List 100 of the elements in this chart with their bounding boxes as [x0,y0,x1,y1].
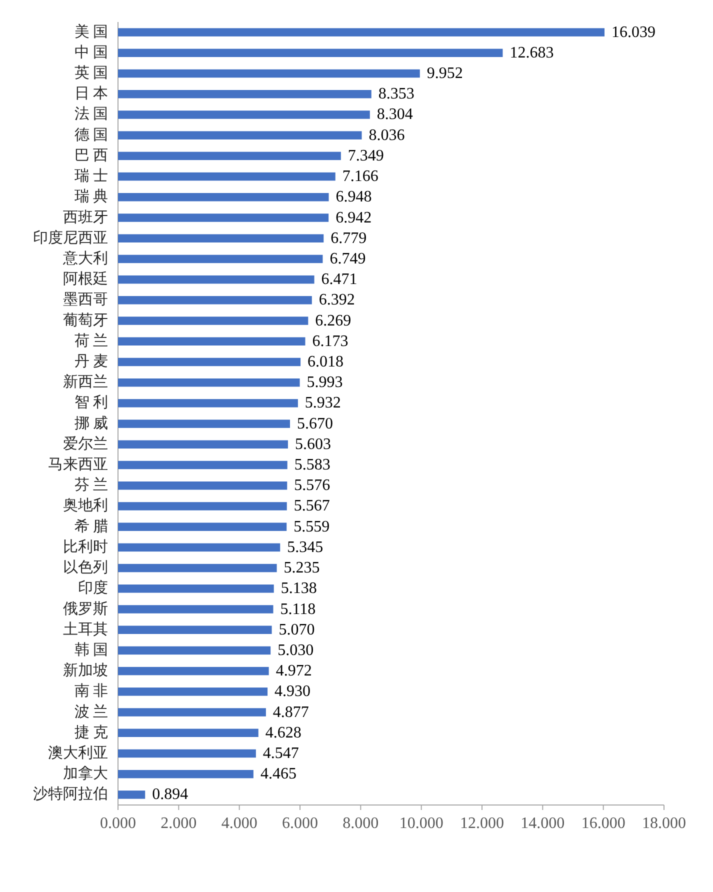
y-tick-label: 南 非 [74,682,108,700]
data-label: 6.779 [330,230,367,247]
data-label: 5.576 [294,477,330,494]
data-label: 5.345 [287,538,324,556]
bar [118,626,272,634]
data-label: 4.930 [274,683,311,700]
data-label: 4.972 [276,662,312,680]
data-label: 7.349 [348,147,384,164]
data-label: 5.118 [280,600,316,618]
bar [118,605,274,614]
bar [118,152,341,160]
data-label: 6.749 [330,250,366,268]
bar [118,193,329,202]
x-tick-label: 0.000 [100,815,136,832]
y-tick-label: 希 腊 [74,518,108,535]
data-label: 7.166 [342,168,378,186]
data-label: 5.235 [284,560,320,577]
y-tick-label: 俄罗斯 [63,600,108,618]
x-tick-label: 10.000 [399,815,444,832]
x-tick-label: 4.000 [221,815,258,832]
bar [118,378,300,387]
y-tick-label: 沙特阿拉伯 [33,786,108,803]
y-tick-label: 智 利 [74,394,108,412]
y-tick-label: 澳大利亚 [48,744,108,762]
y-tick-label: 以色列 [63,559,108,576]
y-tick-label: 韩 国 [74,641,108,658]
y-tick-label: 巴 西 [74,148,108,164]
data-label: 4.465 [260,766,296,783]
bar [118,790,146,799]
bar [118,214,329,222]
y-tick-label: 新西兰 [63,374,108,391]
y-tick-label: 捷 克 [74,724,108,741]
bar [118,275,314,284]
y-tick-label: 波 兰 [74,703,108,720]
bar [118,337,306,346]
bar [118,399,298,408]
data-label: 5.603 [294,436,331,453]
data-label: 4.877 [272,704,309,721]
y-tick-label: 德 国 [74,127,108,144]
bar [118,420,290,428]
bar [118,131,362,140]
bar [118,234,324,242]
bar [118,666,269,676]
y-tick-label: 印度 [78,580,108,597]
bar [118,254,323,264]
y-tick-label: 法 国 [74,106,108,123]
y-tick-label: 爱尔兰 [63,435,108,452]
x-tick-label: 16.000 [581,815,626,832]
y-tick-label: 丹 麦 [74,352,108,370]
x-tick-label: 14.000 [520,815,565,832]
bar [118,584,274,593]
x-tick-label: 6.000 [282,815,318,832]
data-label: 5.030 [278,642,314,659]
data-label: 5.932 [304,394,341,412]
data-label: 4.628 [265,724,302,742]
y-tick-label: 西班牙 [63,208,108,226]
bar [118,90,372,98]
data-label: 5.583 [294,456,330,474]
data-label: 5.670 [296,415,333,432]
y-tick-label: 奥地利 [63,497,108,514]
data-label: 8.304 [376,106,413,124]
data-label: 4.547 [262,744,299,762]
data-label: 5.138 [280,580,317,598]
bar [118,564,277,572]
x-tick-label: 2.000 [160,815,197,832]
data-label: 6.948 [336,188,372,206]
data-label: 5.993 [306,374,343,392]
data-label: 6.269 [315,312,352,330]
bar [118,646,271,655]
y-tick-label: 意大利 [62,250,108,267]
data-label: 6.392 [318,292,355,309]
bar [118,172,336,181]
x-tick-label: 8.000 [342,815,379,832]
data-label: 5.070 [278,621,315,638]
bar [118,688,268,696]
bar [118,481,288,490]
x-tick-label: 12.000 [460,815,504,832]
data-label: 6.173 [312,332,348,350]
bar [118,522,287,531]
y-tick-label: 阿根廷 [63,270,108,288]
data-label: 16.039 [612,24,656,41]
data-label: 9.952 [426,65,463,82]
bar [118,460,288,470]
data-label: 0.894 [152,786,188,804]
data-label: 6.471 [321,271,358,288]
bar [118,749,256,758]
bar [118,440,288,449]
y-tick-label: 印度尼西亚 [33,229,108,246]
y-tick-label: 日 本 [74,85,108,102]
bar [118,316,308,325]
y-tick-label: 美 国 [74,23,108,40]
data-label: 6.018 [308,353,344,370]
data-label: 12.683 [510,44,554,62]
y-tick-label: 马来西亚 [48,456,108,474]
bar [118,69,420,78]
bar [118,358,301,366]
y-tick-label: 土耳其 [63,620,108,638]
bar [118,770,254,778]
y-tick-label: 荷 兰 [74,332,108,350]
y-tick-label: 挪 威 [74,414,108,432]
